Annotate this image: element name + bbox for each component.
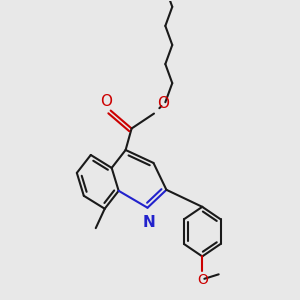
Text: O: O [157, 96, 169, 111]
Text: O: O [100, 94, 112, 109]
Text: N: N [142, 215, 155, 230]
Text: O: O [197, 273, 208, 287]
